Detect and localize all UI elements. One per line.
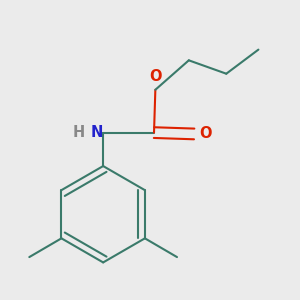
Text: H: H bbox=[72, 125, 84, 140]
Text: N: N bbox=[91, 125, 103, 140]
Text: O: O bbox=[200, 126, 212, 141]
Text: O: O bbox=[149, 69, 162, 84]
